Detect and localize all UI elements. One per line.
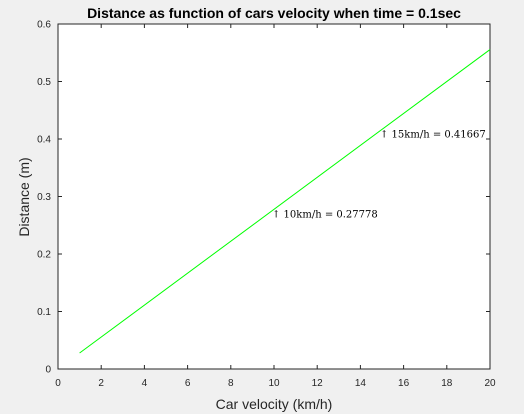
y-tick-label: 0.1 xyxy=(37,307,51,318)
series-layer xyxy=(79,49,491,354)
plot-area xyxy=(57,23,491,370)
y-tick-label: 0 xyxy=(45,365,51,376)
x-axis-label: Car velocity (km/h) xyxy=(216,396,333,412)
y-axis-label: Distance (m) xyxy=(16,157,32,236)
y-tick-label: 0.2 xyxy=(37,250,51,261)
series-line-0 xyxy=(79,49,491,354)
x-tick-label: 16 xyxy=(398,378,410,389)
x-tick-label: 20 xyxy=(484,378,496,389)
x-tick-label: 10 xyxy=(268,378,280,389)
y-tick-label: 0.3 xyxy=(37,192,51,203)
y-tick-label: 0.5 xyxy=(37,77,51,88)
x-axis-ticks: 0 2 4 6 8 10 12 14 16 18 20 xyxy=(55,24,496,389)
x-tick-label: 0 xyxy=(55,378,61,389)
x-tick-label: 2 xyxy=(98,378,104,389)
x-tick-label: 18 xyxy=(441,378,453,389)
y-tick-label: 0.6 xyxy=(37,20,51,31)
x-tick-label: 4 xyxy=(142,378,148,389)
y-tick-label: 0.4 xyxy=(37,135,51,146)
annotation-label: ↑ 10km/h = 0.27778 xyxy=(272,209,378,220)
x-tick-label: 8 xyxy=(228,378,234,389)
x-tick-label: 14 xyxy=(355,378,367,389)
y-axis-ticks: 0 0.1 0.2 0.3 0.4 0.5 0.6 xyxy=(37,20,490,376)
annotation-layer: ↑ 10km/h = 0.27778 ↑ 15km/h = 0.41667 xyxy=(272,129,486,220)
chart-title: Distance as function of cars velocity wh… xyxy=(87,5,461,21)
x-tick-label: 6 xyxy=(185,378,191,389)
x-tick-label: 12 xyxy=(312,378,324,389)
annotation-label: ↑ 15km/h = 0.41667 xyxy=(380,129,486,140)
